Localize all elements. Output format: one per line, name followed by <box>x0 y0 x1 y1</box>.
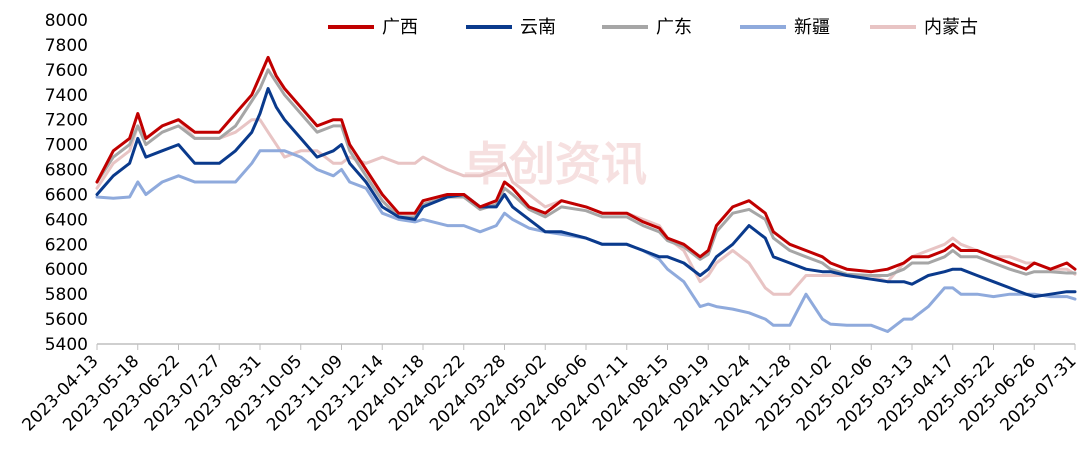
series-line-1 <box>95 55 1077 274</box>
y-tick-label: 6600 <box>45 185 88 205</box>
y-tick-label: 7000 <box>45 136 88 156</box>
y-tick-label: 7800 <box>45 36 88 56</box>
legend-label: 云南 <box>520 17 556 38</box>
y-tick-label: 8000 <box>45 11 88 31</box>
y-tick-label: 5400 <box>45 335 88 355</box>
y-tick-label: 5600 <box>45 310 88 330</box>
axes: 5400 5600 5800 6000 6200 6400 6600 6800 7000 7200… <box>19 11 1081 435</box>
legend-item-1: 广西 <box>328 17 418 38</box>
legend-item-5: 内蒙古 <box>870 17 978 38</box>
y-tick-label: 5800 <box>45 285 88 305</box>
series-lines <box>95 55 1077 333</box>
legend-label: 新疆 <box>794 17 830 38</box>
series-line-3 <box>95 68 1077 277</box>
series-line-2 <box>95 87 1077 299</box>
legend-label: 广西 <box>382 17 418 38</box>
legend: 广西 云南 广东 新疆 内蒙古 <box>328 17 978 38</box>
y-tick-label: 7400 <box>45 86 88 106</box>
legend-item-2: 云南 <box>466 17 556 38</box>
legend-label: 广东 <box>656 17 692 38</box>
watermark: 卓创资讯 <box>463 137 647 191</box>
legend-label: 内蒙古 <box>924 17 978 38</box>
y-tick-label: 6800 <box>45 161 88 181</box>
y-tick-label: 6000 <box>45 260 88 280</box>
y-tick-label: 7200 <box>45 111 88 131</box>
legend-item-4: 新疆 <box>740 17 830 38</box>
y-tick-label: 6400 <box>45 210 88 230</box>
legend-item-3: 广东 <box>602 17 692 38</box>
watermark-text: 卓创资讯 <box>463 137 647 191</box>
y-tick-label: 7600 <box>45 61 88 81</box>
y-tick-label: 6200 <box>45 235 88 255</box>
